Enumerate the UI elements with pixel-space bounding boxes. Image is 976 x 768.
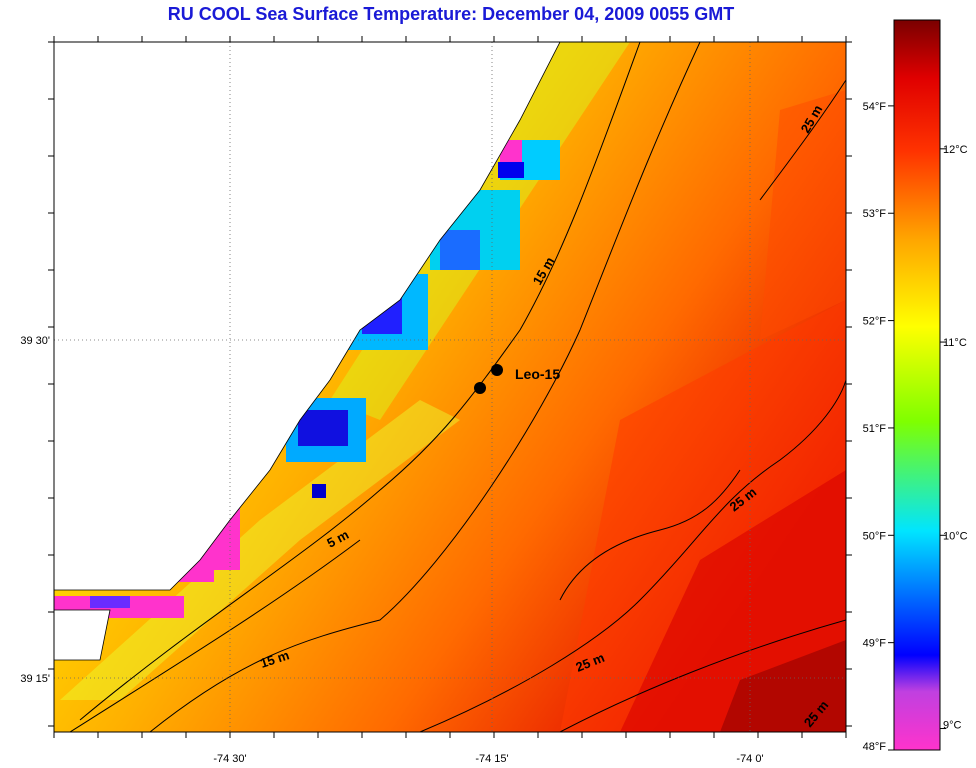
colorbar — [893, 19, 941, 751]
station-label: Leo-15 — [515, 366, 560, 382]
station-marker — [491, 364, 503, 376]
contour-25m-b — [559, 619, 846, 732]
y-tick-label: 39 15' — [20, 673, 50, 685]
colorbar-ticks: 54°F 53°F 52°F 51°F 50°F 49°F 48°F 12°C 11°C 10°C… — [863, 101, 968, 753]
colorbar-label-c: 11°C — [943, 337, 967, 349]
contour-15m — [149, 42, 701, 732]
map-title: RU COOL Sea Surface Temperature: Decembe… — [167, 4, 735, 24]
colorbar-label-f: 49°F — [863, 638, 887, 650]
colorbar-label-f: 48°F — [863, 741, 887, 753]
station-marker — [474, 382, 486, 394]
colorbar-label-f: 54°F — [863, 101, 887, 113]
contour-5m — [79, 42, 641, 721]
contour-5m-south — [69, 539, 361, 732]
y-tick-label: 39 30' — [20, 335, 50, 347]
colorbar-label-c: 10°C — [943, 530, 968, 542]
x-tick-label: -74 0' — [736, 753, 763, 765]
colorbar-label-f: 51°F — [863, 423, 887, 435]
colorbar-label-f: 52°F — [863, 316, 887, 328]
x-tick-label: -74 30' — [213, 753, 246, 765]
axis-ticks — [48, 36, 852, 738]
colorbar-label-c: 9°C — [943, 720, 962, 732]
land — [54, 42, 561, 661]
x-tick-label: -74 15' — [475, 753, 508, 765]
colorbar-label-c: 12°C — [943, 144, 968, 156]
contour-25m-c — [759, 79, 846, 201]
contour-25m-a — [419, 379, 846, 732]
colorbar-label-f: 50°F — [863, 530, 887, 542]
grid-lines — [54, 42, 846, 732]
colorbar-label-f: 53°F — [863, 208, 887, 220]
bathymetry-contours — [69, 42, 846, 732]
contour-25m-d — [559, 469, 741, 601]
